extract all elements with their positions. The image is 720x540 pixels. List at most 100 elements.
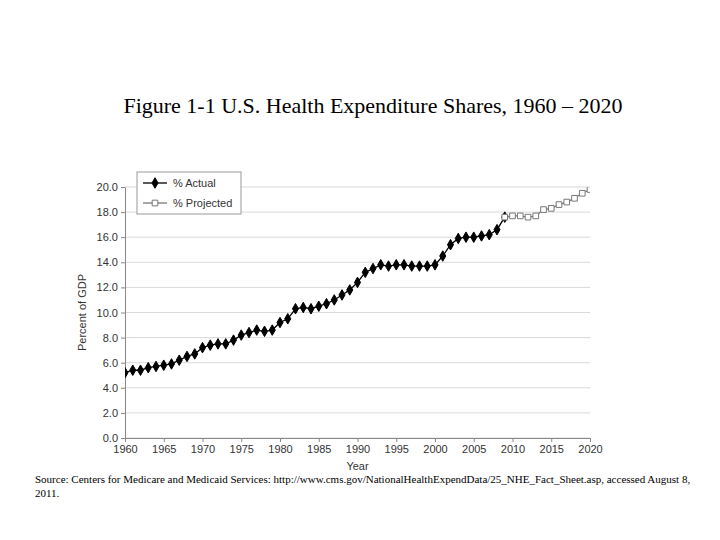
grid-line [125,337,590,338]
tick-label: 2005 [462,443,486,455]
tick-mark [125,438,126,442]
tick-mark [121,187,125,188]
tick: 1980 [268,438,292,455]
grid-line [125,262,590,263]
legend: % Actual % Projected [137,172,241,214]
marker [401,260,407,271]
marker [432,260,438,271]
chart: Figure 1-1 U.S. Health Expenditure Share… [0,0,720,540]
tick-label: 2020 [578,443,602,455]
marker [455,233,461,244]
tick: 1995 [385,438,409,455]
tick-label: 20.0 [97,181,118,193]
tick-label: 1990 [346,443,370,455]
tick-label: 2.0 [103,407,118,419]
title: Figure 1-1 U.S. Health Expenditure Share… [123,93,622,118]
tick: 2015 [540,438,564,455]
tick-label: 18.0 [97,206,118,218]
tick-label: 1985 [307,443,331,455]
marker [184,351,190,362]
marker [463,232,469,243]
tick-label: 16.0 [97,231,118,243]
tick-label: 1980 [268,443,292,455]
marker [393,260,399,271]
tick-mark [280,438,281,442]
tick-mark [358,438,359,442]
marker [502,212,508,223]
marker [354,277,360,288]
grid-line [125,312,590,313]
marker [300,302,306,313]
tick-label: 2010 [501,443,525,455]
marker [440,251,446,262]
tick: 1975 [230,438,254,455]
tick-label: 1975 [230,443,254,455]
tick-mark [474,438,475,442]
tick-mark [396,438,397,442]
marker [378,260,384,271]
grid-line [125,412,590,413]
legend-label: % Actual [173,177,216,189]
tick-mark [121,363,125,364]
marker [556,202,562,208]
tick-mark [121,212,125,213]
marker [246,327,252,338]
marker [385,261,391,272]
tick-mark [164,438,165,442]
tick-mark [121,338,125,339]
marker [447,239,453,250]
series-line [125,217,505,373]
marker [416,261,422,272]
tick: 4.0 [103,382,125,394]
marker [370,263,376,274]
tick-mark [121,262,125,263]
tick-label: 2000 [423,443,447,455]
tick: 2005 [462,438,486,455]
marker [199,342,205,353]
marker [269,325,275,336]
grid [125,187,590,438]
source-note: Source: Centers for Medicare and Medicai… [35,472,695,500]
legend-box [137,172,241,214]
tick: 8.0 [103,332,125,344]
marker [587,187,590,192]
marker [486,229,492,240]
tick-label: 2015 [540,443,564,455]
grid-line [125,237,590,238]
marker [285,314,291,325]
tick: 1960 [113,438,137,455]
legend-marker [152,200,158,206]
tick-mark [513,438,514,442]
marker [215,339,221,350]
tick-label: 10.0 [97,307,118,319]
marker [254,325,260,336]
marker [207,340,213,351]
tick-mark [590,438,591,442]
tick: 14.0 [97,256,125,268]
tick-label: 1965 [152,443,176,455]
tick: 6.0 [103,357,125,369]
tick-mark [121,287,125,288]
tick: 2020 [578,438,602,455]
marker [494,224,500,235]
marker [424,261,430,272]
tick-mark [435,438,436,442]
marker [192,349,198,360]
tick-label: 6.0 [103,357,118,369]
tick-mark [203,438,204,442]
legend-label: % Projected [173,197,232,209]
tick-mark [121,237,125,238]
tick-mark [121,413,125,414]
tick: 1965 [152,438,176,455]
tick: 20.0 [97,181,125,193]
tick: 12.0 [97,281,125,293]
marker [362,267,368,278]
marker [572,195,578,201]
marker [292,303,298,314]
marker [316,301,322,312]
tick-mark [551,438,552,442]
marker [176,355,182,366]
tick-label: 1960 [113,443,137,455]
tick: 1985 [307,438,331,455]
y-axis: 0.02.04.06.08.010.012.014.016.018.020.0 [97,181,126,444]
